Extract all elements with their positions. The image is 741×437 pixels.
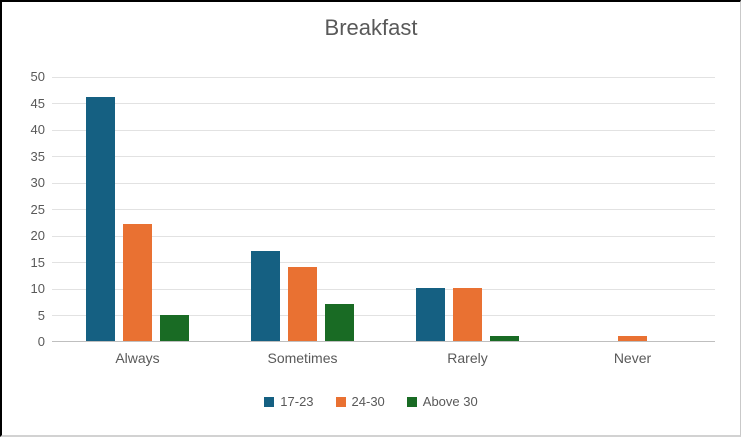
bar-17-23-Sometimes [251,250,280,341]
bar-17-23-Always [86,97,115,341]
gridline [52,103,715,104]
bar-24-30-Sometimes [288,266,317,341]
gridline [52,235,715,237]
legend-swatch-icon [264,396,275,407]
y-tick-label: 35 [30,148,45,164]
legend-label: 24-30 [351,394,385,409]
x-axis-line [52,341,715,342]
gridline [52,156,715,157]
y-tick-label: 50 [30,69,45,84]
bar-Above 30-Sometimes [325,303,354,341]
gridline [52,209,715,210]
y-tick-label: 25 [30,201,45,217]
x-category-label: Rarely [447,350,488,366]
bar-Above 30-Rarely [490,335,519,341]
gridline [52,76,715,78]
y-tick-label: 20 [30,228,45,243]
gridline [52,182,715,184]
gridline [52,129,715,131]
bar-Above 30-Always [160,314,189,341]
bar-24-30-Always [123,224,152,341]
gridline [52,262,715,263]
x-category-label: Sometimes [267,350,338,366]
legend-swatch-icon [335,396,346,407]
y-tick-label: 15 [30,254,45,270]
legend-swatch-icon [406,396,417,407]
gridline [52,315,715,316]
bar-24-30-Rarely [453,288,482,341]
legend-label: Above 30 [422,394,478,409]
plot-area [52,76,715,342]
x-category-label: Never [613,350,652,366]
bar-24-30-Never [618,335,647,341]
y-tick-label: 45 [30,95,45,111]
y-tick-label: 30 [30,175,45,190]
y-tick-label: 0 [37,334,45,349]
x-category-label: Always [115,350,160,366]
gridline [52,288,715,290]
legend-item-17-23: 17-23 [264,394,314,409]
legend: 17-23 24-30 Above 30 [2,394,740,409]
legend-item-24-30: 24-30 [335,394,385,409]
legend-label: 17-23 [280,394,314,409]
y-tick-label: 10 [30,281,45,296]
chart-title: Breakfast [324,15,418,40]
bar-17-23-Rarely [416,288,445,341]
legend-item-Above 30: Above 30 [406,394,478,409]
y-tick-label: 5 [37,307,45,323]
y-tick-label: 40 [30,122,45,137]
